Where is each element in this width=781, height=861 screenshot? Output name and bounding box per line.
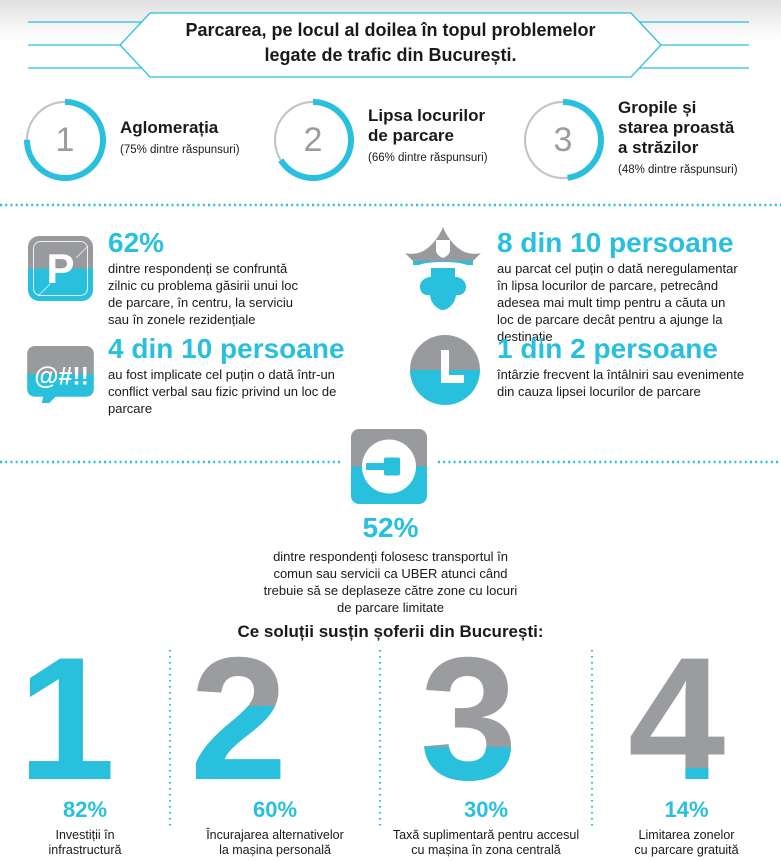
svg-text:@#!!: @#!! <box>34 362 89 390</box>
svg-text:P: P <box>46 245 74 292</box>
